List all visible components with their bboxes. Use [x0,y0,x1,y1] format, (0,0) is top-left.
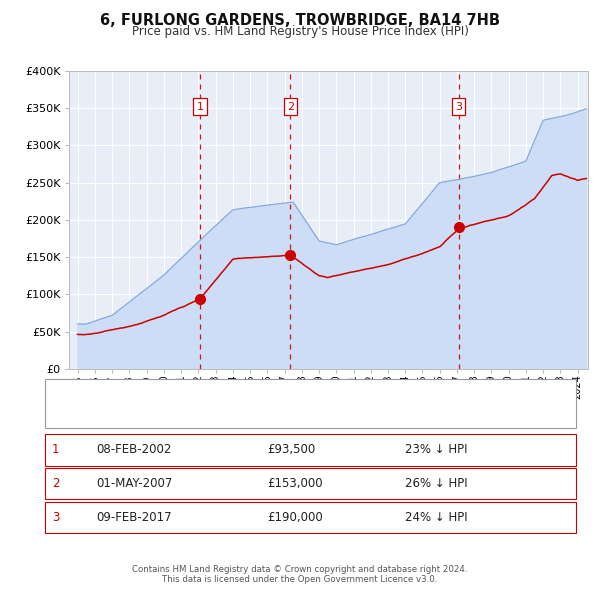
Text: 09-FEB-2017: 09-FEB-2017 [96,510,172,524]
Text: 08-FEB-2002: 08-FEB-2002 [96,443,172,457]
Text: 23% ↓ HPI: 23% ↓ HPI [405,443,467,457]
Text: 1: 1 [52,443,59,457]
Text: Price paid vs. HM Land Registry's House Price Index (HPI): Price paid vs. HM Land Registry's House … [131,25,469,38]
Text: Contains HM Land Registry data © Crown copyright and database right 2024.: Contains HM Land Registry data © Crown c… [132,565,468,574]
Text: 3: 3 [52,510,59,524]
Text: £190,000: £190,000 [267,510,323,524]
Text: £153,000: £153,000 [267,477,323,490]
Text: 2: 2 [287,101,294,112]
Text: 6, FURLONG GARDENS, TROWBRIDGE, BA14 7HB (semi-detached house): 6, FURLONG GARDENS, TROWBRIDGE, BA14 7HB… [82,388,461,398]
Text: This data is licensed under the Open Government Licence v3.0.: This data is licensed under the Open Gov… [163,575,437,584]
Text: 1: 1 [197,101,203,112]
Text: 24% ↓ HPI: 24% ↓ HPI [405,510,467,524]
Text: HPI: Average price, semi-detached house, Wiltshire: HPI: Average price, semi-detached house,… [82,409,350,419]
Text: 3: 3 [455,101,462,112]
Text: £93,500: £93,500 [267,443,315,457]
Text: 6, FURLONG GARDENS, TROWBRIDGE, BA14 7HB: 6, FURLONG GARDENS, TROWBRIDGE, BA14 7HB [100,13,500,28]
Text: 2: 2 [52,477,59,490]
Text: 01-MAY-2007: 01-MAY-2007 [96,477,172,490]
Text: 26% ↓ HPI: 26% ↓ HPI [405,477,467,490]
